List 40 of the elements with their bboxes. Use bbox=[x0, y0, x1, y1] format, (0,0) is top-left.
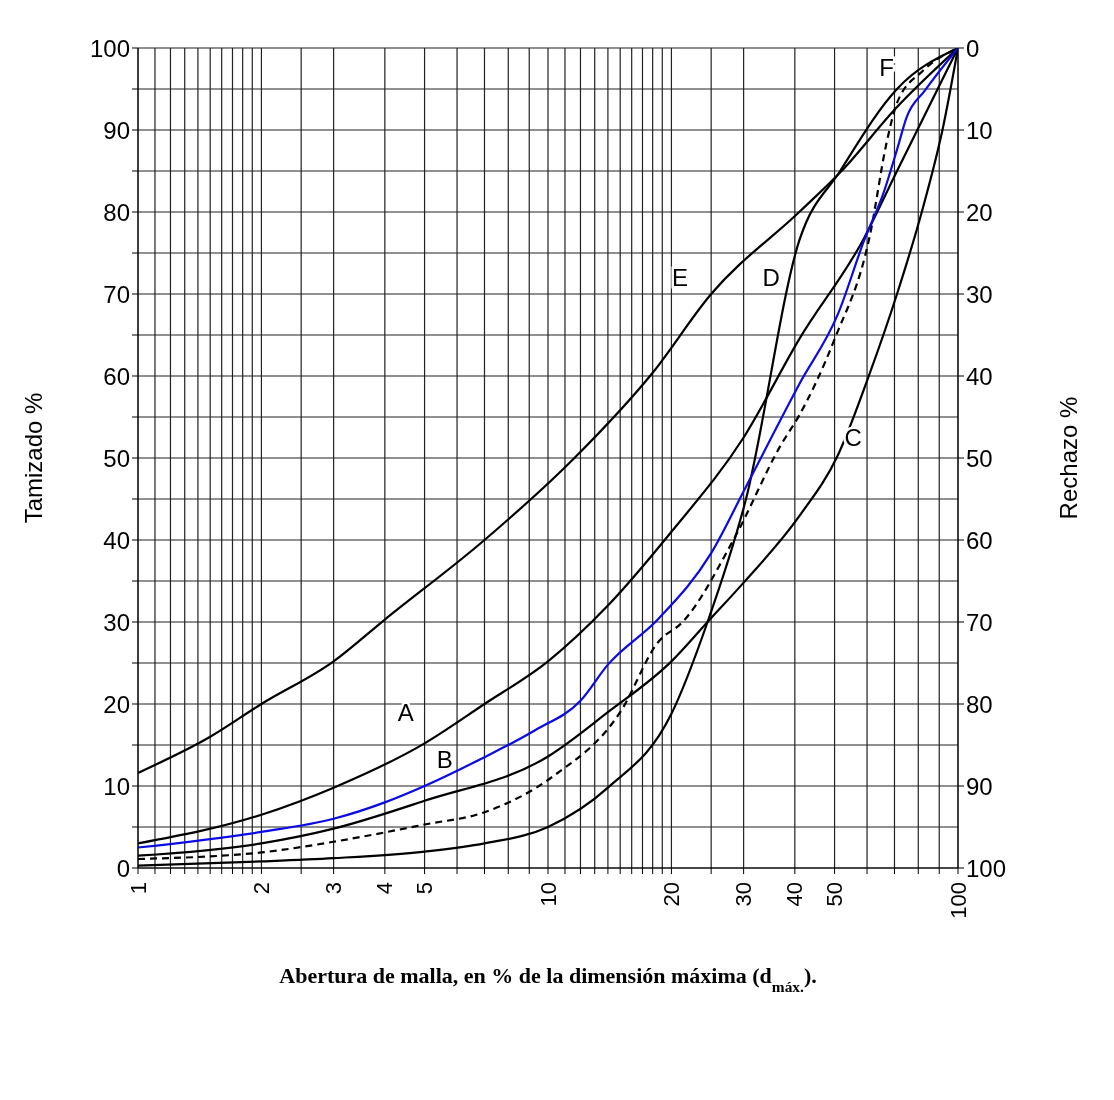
x-tick-label: 40 bbox=[782, 882, 808, 907]
y-tick-label: 80 bbox=[103, 198, 130, 226]
y2-tick-label: 30 bbox=[966, 280, 993, 308]
y2-tick-label: 10 bbox=[966, 116, 993, 144]
x-tick-label: 5 bbox=[412, 882, 438, 895]
y-tick-label: 50 bbox=[103, 444, 130, 472]
x-tick-label: 4 bbox=[372, 882, 398, 895]
annotation: A bbox=[397, 698, 414, 726]
y2-tick-label: 80 bbox=[966, 690, 993, 718]
y-tick-label: 10 bbox=[103, 772, 130, 800]
y-tick-label: 100 bbox=[89, 34, 130, 62]
x-tick-label: 50 bbox=[822, 882, 848, 907]
y2-tick-label: 0 bbox=[966, 34, 980, 62]
y-tick-label: 0 bbox=[116, 854, 130, 882]
annotation: E bbox=[672, 264, 689, 292]
x-tick-label: 20 bbox=[658, 882, 684, 907]
y-tick-label: 90 bbox=[103, 116, 130, 144]
y-tick-label: 60 bbox=[103, 362, 130, 390]
x-tick-label: 100 bbox=[945, 882, 971, 919]
y2-tick-label: 70 bbox=[966, 608, 993, 636]
y-tick-label: 20 bbox=[103, 690, 130, 718]
annotation: D bbox=[762, 264, 780, 292]
y-tick-label: 40 bbox=[103, 526, 130, 554]
x-tick-label: 10 bbox=[535, 882, 561, 907]
x-axis-title: Abertura de malla, en % de la dimensión máxima (d$_{máx.}$). bbox=[279, 963, 817, 995]
annotation: B bbox=[436, 746, 453, 774]
y-tick-label: 30 bbox=[103, 608, 130, 636]
y2-axis-title: Rechazo % bbox=[1054, 396, 1082, 520]
x-tick-label: 30 bbox=[731, 882, 757, 907]
x-tick-label: 1 bbox=[125, 882, 151, 895]
x-tick-label: 2 bbox=[248, 882, 274, 895]
annotation: F bbox=[879, 54, 895, 82]
y-tick-label: 70 bbox=[103, 280, 130, 308]
y2-tick-label: 60 bbox=[966, 526, 993, 554]
y2-tick-label: 20 bbox=[966, 198, 993, 226]
y2-tick-label: 90 bbox=[966, 772, 993, 800]
y2-tick-label: 50 bbox=[966, 444, 993, 472]
y2-tick-label: 40 bbox=[966, 362, 993, 390]
y-axis-title: Tamizado % bbox=[19, 392, 47, 524]
x-tick-label: 3 bbox=[321, 882, 347, 895]
